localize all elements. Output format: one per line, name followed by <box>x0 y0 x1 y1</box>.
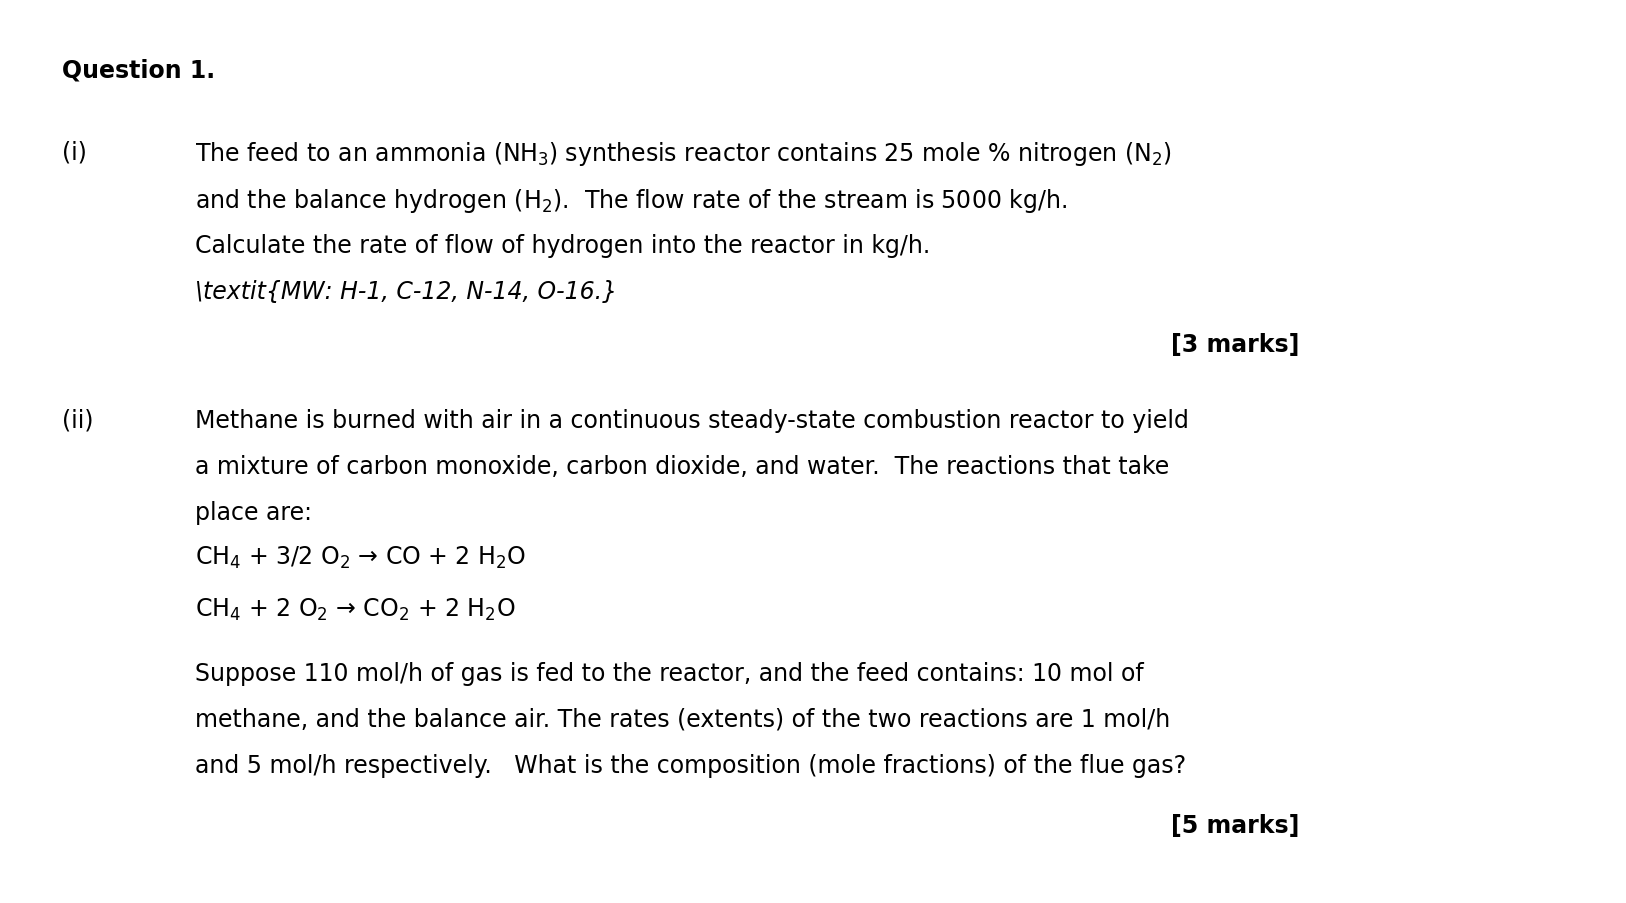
Text: (ii): (ii) <box>62 408 93 433</box>
Text: and 5 mol/h respectively.   What is the composition (mole fractions) of the flue: and 5 mol/h respectively. What is the co… <box>195 753 1187 777</box>
Text: Suppose 110 mol/h of gas is fed to the reactor, and the feed contains: 10 mol of: Suppose 110 mol/h of gas is fed to the r… <box>195 661 1143 685</box>
Text: CH$_4$ + 2 O$_2$ → CO$_2$ + 2 H$_2$O: CH$_4$ + 2 O$_2$ → CO$_2$ + 2 H$_2$O <box>195 596 515 622</box>
Text: CH$_4$ + 3/2 O$_2$ → CO + 2 H$_2$O: CH$_4$ + 3/2 O$_2$ → CO + 2 H$_2$O <box>195 545 527 571</box>
Text: place are:: place are: <box>195 500 312 525</box>
Text: Calculate the rate of flow of hydrogen into the reactor in kg/h.: Calculate the rate of flow of hydrogen i… <box>195 234 930 258</box>
Text: \textit{MW: H-1, C-12, N-14, O-16.}: \textit{MW: H-1, C-12, N-14, O-16.} <box>195 280 618 304</box>
Text: and the balance hydrogen (H$_2$).  The flow rate of the stream is 5000 kg/h.: and the balance hydrogen (H$_2$). The fl… <box>195 187 1067 215</box>
Text: [3 marks]: [3 marks] <box>1171 332 1299 357</box>
Text: Methane is burned with air in a continuous steady-state combustion reactor to yi: Methane is burned with air in a continuo… <box>195 408 1189 433</box>
Text: (i): (i) <box>62 140 86 164</box>
Text: [5 marks]: [5 marks] <box>1171 813 1299 837</box>
Text: The feed to an ammonia (NH$_3$) synthesis reactor contains 25 mole % nitrogen (N: The feed to an ammonia (NH$_3$) synthesi… <box>195 140 1172 168</box>
Text: a mixture of carbon monoxide, carbon dioxide, and water.  The reactions that tak: a mixture of carbon monoxide, carbon dio… <box>195 454 1169 479</box>
Text: Question 1.: Question 1. <box>62 59 215 83</box>
Text: methane, and the balance air. The rates (extents) of the two reactions are 1 mol: methane, and the balance air. The rates … <box>195 707 1171 731</box>
